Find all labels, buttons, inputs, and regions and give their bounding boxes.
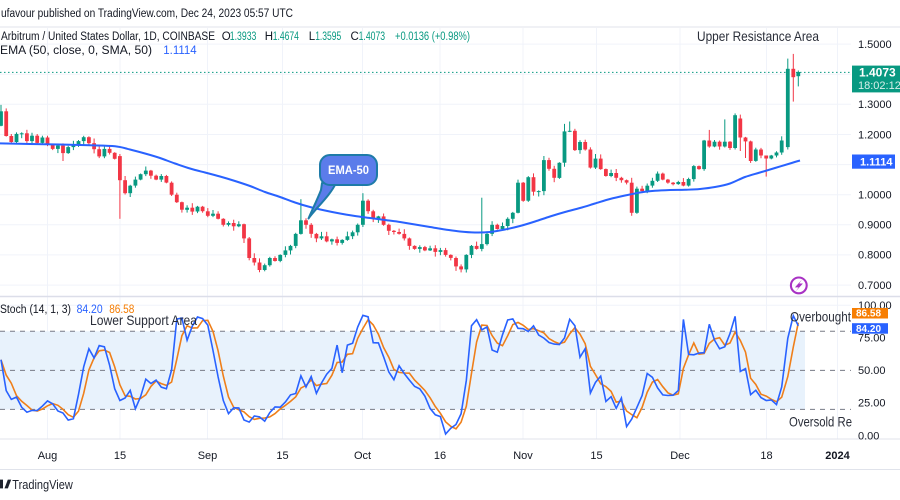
svg-text:Dec: Dec <box>670 450 690 462</box>
svg-text:H: H <box>265 31 273 43</box>
svg-text:Lower Support Area: Lower Support Area <box>90 312 197 328</box>
svg-text:15: 15 <box>276 450 288 462</box>
svg-text:+0.0136 (+0.98%): +0.0136 (+0.98%) <box>395 31 470 43</box>
svg-text:84.20: 84.20 <box>856 324 881 335</box>
svg-text:0.9000: 0.9000 <box>858 220 892 232</box>
svg-text:0.8000: 0.8000 <box>858 250 892 262</box>
svg-text:L: L <box>309 31 316 43</box>
svg-text:1.4073: 1.4073 <box>859 66 896 80</box>
svg-text:25.00: 25.00 <box>858 398 886 410</box>
svg-text:0.7000: 0.7000 <box>858 280 892 292</box>
svg-text:EMA (50, close, 0, SMA, 50): EMA (50, close, 0, SMA, 50) <box>0 45 152 57</box>
svg-text:O: O <box>222 31 231 43</box>
svg-text:75.00: 75.00 <box>858 333 886 345</box>
svg-text:86.58: 86.58 <box>856 309 881 320</box>
svg-text:Aug: Aug <box>38 450 58 462</box>
svg-text:Sep: Sep <box>198 450 218 462</box>
svg-text:1.3595: 1.3595 <box>315 31 341 43</box>
svg-text:Upper Resistance Area: Upper Resistance Area <box>697 28 819 44</box>
svg-text:1.1114: 1.1114 <box>860 157 893 169</box>
svg-text:EMA-50: EMA-50 <box>328 163 369 177</box>
svg-text:1.3933: 1.3933 <box>230 31 257 43</box>
svg-text:Arbitrum / United States Dolla: Arbitrum / United States Dollar, 1D, COI… <box>1 31 215 43</box>
svg-text:18: 18 <box>760 450 772 462</box>
svg-text:16: 16 <box>434 450 446 462</box>
svg-text:Oversold Re: Oversold Re <box>789 414 852 430</box>
svg-text:1.4073: 1.4073 <box>359 31 386 43</box>
svg-text:1.2000: 1.2000 <box>858 129 892 141</box>
svg-text:84.20: 84.20 <box>77 304 103 316</box>
svg-text:15: 15 <box>590 450 602 462</box>
svg-text:15: 15 <box>114 450 126 462</box>
svg-text:1.0000: 1.0000 <box>858 190 892 202</box>
svg-text:1.1114: 1.1114 <box>163 45 197 57</box>
svg-text:1.3000: 1.3000 <box>858 99 892 111</box>
svg-text:Stoch (14, 1, 3): Stoch (14, 1, 3) <box>0 304 71 316</box>
svg-text:50.00: 50.00 <box>858 365 886 377</box>
svg-text:1.5000: 1.5000 <box>858 39 892 51</box>
svg-text:Overbought: Overbought <box>790 309 851 325</box>
svg-text:Oct: Oct <box>354 450 371 462</box>
svg-text:Nov: Nov <box>513 450 533 462</box>
svg-text:TradingView: TradingView <box>12 477 73 492</box>
svg-text:2024: 2024 <box>825 450 850 462</box>
svg-text:86.58: 86.58 <box>109 304 134 316</box>
svg-text:ufavour published on TradingVi: ufavour published on TradingView.com, De… <box>1 8 293 20</box>
svg-text:1.4674: 1.4674 <box>273 31 300 43</box>
svg-text:C: C <box>351 31 359 43</box>
svg-text:0.00: 0.00 <box>858 430 879 442</box>
svg-text:18:02:12: 18:02:12 <box>858 80 900 92</box>
